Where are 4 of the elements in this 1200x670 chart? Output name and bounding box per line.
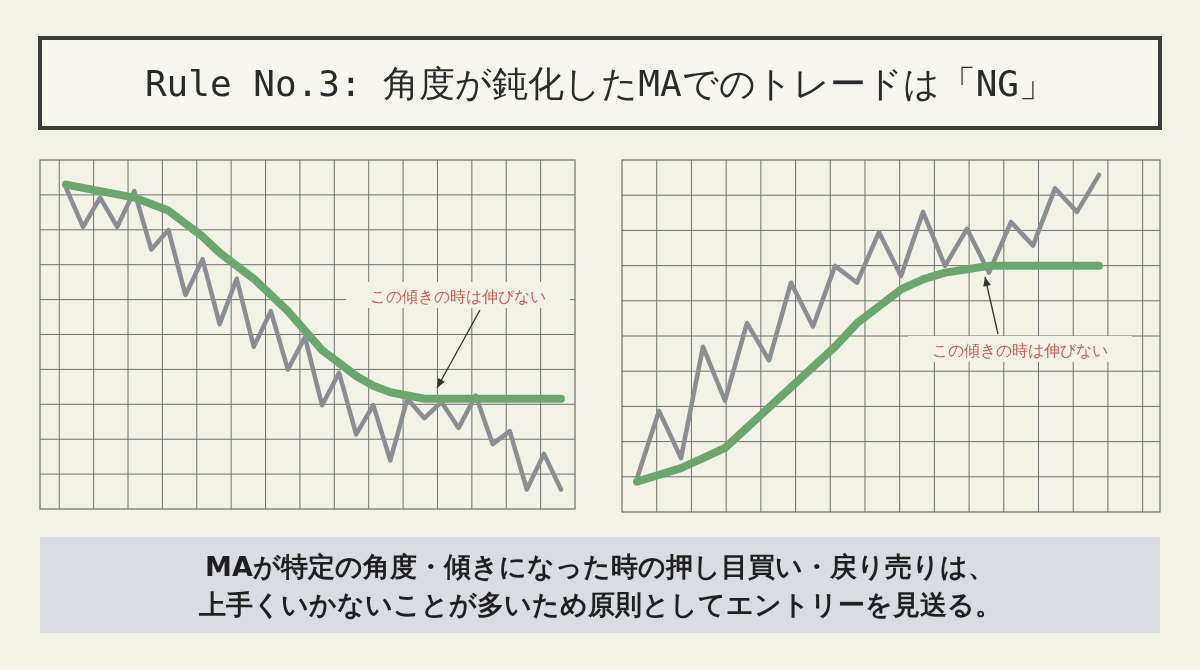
annotation: この傾きの時は伸びない: [370, 287, 546, 306]
annotation: この傾きの時は伸びない: [932, 341, 1108, 360]
text: MAが特定の角度・傾きになった時の押し目買い・戻り売りは、上手くいかないことが多いため原則としてエントリーを見送る。: [197, 551, 1002, 620]
chart-title: Rule No.3: 角度が鈍化したMAでのトレードは「NG」: [144, 63, 1056, 104]
